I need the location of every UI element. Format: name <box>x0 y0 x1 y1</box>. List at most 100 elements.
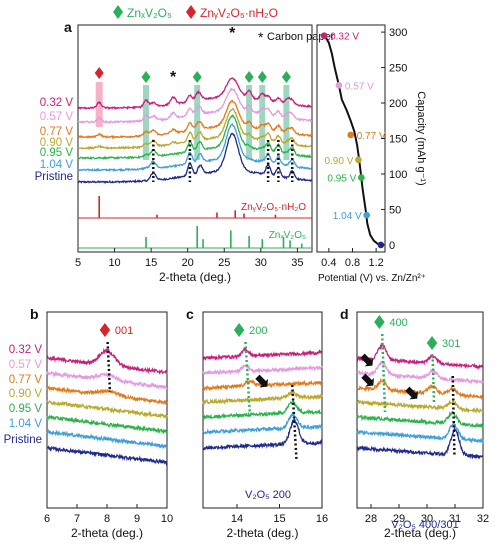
panel-letter-d: d <box>340 306 349 322</box>
x-tick-label: 25 <box>218 257 230 269</box>
trace-label-v032: 0.32 V <box>9 344 43 356</box>
peak-label: 301 <box>442 338 460 350</box>
x-tick-label: 15 <box>145 257 157 269</box>
panel-c-xrd-200: 14 15 16 2-theta (deg.) 200 V₂O₅ 200 <box>202 311 328 540</box>
x-tick-label: 6 <box>44 513 50 525</box>
panel-frame <box>202 311 323 509</box>
potential-point-label: 0.95 V <box>327 174 356 185</box>
xrd-trace-v077 <box>46 385 168 406</box>
star-symbol: * <box>258 29 264 45</box>
xrd-trace-v095 <box>46 414 168 435</box>
xrd-trace-v032 <box>202 346 323 361</box>
discharge-curve <box>323 34 382 246</box>
x-tick-label: 31 <box>449 513 461 525</box>
x-tick-label: 7 <box>74 513 80 525</box>
znv2o5-peak-marker <box>281 71 291 83</box>
xrd-trace-v057 <box>77 87 313 124</box>
xrd-trace-v032 <box>356 342 484 371</box>
znv2o5-peak-marker <box>374 315 385 329</box>
panel-a-frame <box>77 24 313 253</box>
xrd-trace-v057 <box>46 370 168 390</box>
x-tick-label: 30 <box>255 257 267 269</box>
y-tick-label: 250 <box>389 63 407 75</box>
xrd-trace-v057 <box>356 360 484 385</box>
potential-point-label: 0.57 V <box>345 81 374 92</box>
legend-marker-hydrated <box>186 5 196 19</box>
znv2o5-peak-marker <box>257 71 267 83</box>
peak-label: 200 <box>249 325 267 337</box>
x-tick-label: 28 <box>365 513 377 525</box>
x-tick-label: 5 <box>75 257 81 269</box>
trace-label-v032: 0.32 V <box>40 97 74 109</box>
potential-point <box>355 156 362 164</box>
legend-marker-znv2o5 <box>113 5 123 19</box>
legend-label-znv2o5: ZnₓV₂O₅ <box>127 6 172 20</box>
panel-letter-c: c <box>186 306 194 322</box>
panel-a-capacity-vs-potential: 0.32 V 0.57 V 0.77 V 0.90 V 0.95 V 1.04 V 0 50 1… <box>316 24 427 284</box>
y-tick-label: 150 <box>389 134 407 146</box>
x-axis-label: 2-theta (deg.) <box>71 526 143 540</box>
y-axis-label: Capacity (mAh g⁻¹) <box>415 91 427 185</box>
x-axis-label: 2-theta (deg.) <box>384 526 456 540</box>
trace-label-v095: 0.95 V <box>40 147 74 159</box>
reference-label: V₂O₅ 400/301 <box>391 519 458 531</box>
trace-label-v077: 0.77 V <box>40 126 74 138</box>
x-tick-label: 0.8 <box>345 257 360 269</box>
x-axis-label: Potential (V) vs. Zn/Zn²⁺ <box>318 273 426 284</box>
xrd-trace-v095 <box>202 399 323 421</box>
y-tick-label: 200 <box>389 98 407 110</box>
hydrated-band <box>95 82 103 127</box>
xrd-trace-v077 <box>77 99 313 140</box>
shift-arrow <box>255 374 269 388</box>
panel-b-xrd-001: 6 7 8 9 10 2-theta (deg.) 001 0.32 V 0.57 V 0.77 … <box>4 311 173 540</box>
trace-label-v077: 0.77 V <box>9 374 43 386</box>
znv2o5-peak-marker <box>192 71 202 83</box>
x-tick-label: 8 <box>104 513 110 525</box>
trace-label-v090: 0.90 V <box>9 388 43 400</box>
reference-label: ZnₓV₂O₅ <box>269 230 306 241</box>
y-tick-label: 50 <box>389 204 401 216</box>
x-tick-label: 9 <box>134 513 140 525</box>
potential-point-label: 1.04 V <box>333 211 362 222</box>
xrd-trace-pristine <box>77 132 313 184</box>
panel-d-xrd-400-301: 28 29 30 31 32 2-theta (deg.) 400 301 V₂O₅ 400/3… <box>356 311 489 540</box>
carbon-paper-star: * <box>170 69 177 86</box>
peak-label: 400 <box>389 317 407 329</box>
reference-label: ZnᵧV₂O₅·nH₂O <box>241 202 306 213</box>
shift-arrow <box>405 386 418 400</box>
potential-point-label: 0.32 V <box>330 32 359 43</box>
hydrated-peak-marker <box>94 67 104 79</box>
trace-label-pristine: Pristine <box>4 434 42 446</box>
x-tick-label: 0.4 <box>321 257 336 269</box>
potential-point <box>335 81 343 89</box>
xrd-trace-pristine <box>46 445 168 467</box>
x-axis-label: 2-theta (deg.) <box>159 270 231 284</box>
star-note-label: Carbon paper <box>267 31 335 43</box>
v2o5-peak-guide <box>291 384 298 461</box>
zn-band <box>246 85 253 160</box>
xrd-trace-v090 <box>356 399 484 414</box>
potential-point-label: 0.90 V <box>324 156 353 167</box>
shift-arrow <box>361 373 375 387</box>
xrd-trace-pristine <box>202 417 323 451</box>
x-tick-label: 30 <box>421 513 433 525</box>
reference-label: V₂O₅ 200 <box>245 489 291 501</box>
xrd-trace-v095 <box>356 410 484 430</box>
legend-label-hydrated: ZnᵧV₂O₅·nH₂O <box>200 6 278 20</box>
zn-band <box>259 85 266 160</box>
zn-peak-guide <box>431 354 436 403</box>
xrd-trace-v032 <box>77 77 313 110</box>
x-tick-label: 10 <box>108 257 120 269</box>
x-tick-label: 15 <box>273 513 285 525</box>
x-tick-label: 29 <box>393 513 405 525</box>
x-tick-label: 20 <box>182 257 194 269</box>
trace-label-v057: 0.57 V <box>40 111 74 123</box>
xrd-trace-v057 <box>202 363 323 376</box>
xrd-trace-v090 <box>77 107 313 151</box>
x-tick-label: 35 <box>291 257 303 269</box>
trace-label-v095: 0.95 V <box>9 403 43 415</box>
x-axis-label: 2-theta (deg.) <box>226 526 298 540</box>
panel-letter-a: a <box>64 19 72 35</box>
